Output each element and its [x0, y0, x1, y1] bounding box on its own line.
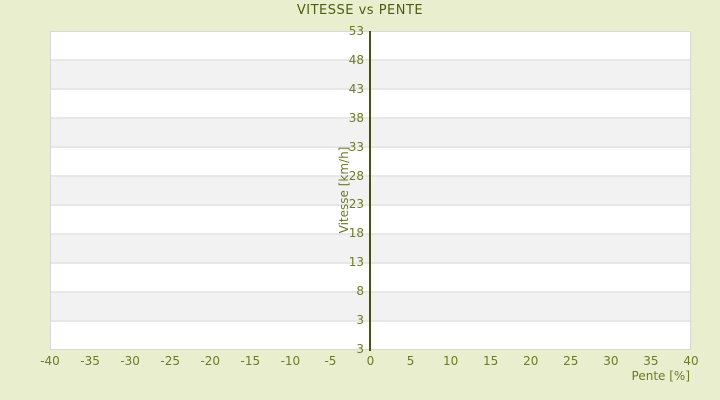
x-tick-label: -30	[120, 354, 140, 368]
x-tick-label: -35	[80, 354, 100, 368]
x-axis-title: Pente [%]	[631, 369, 690, 383]
chart-title: VITESSE vs PENTE	[296, 3, 424, 18]
x-tick-label: 15	[483, 354, 499, 368]
y-tick-label: 13	[348, 255, 364, 270]
x-tick-label: 25	[563, 354, 579, 368]
y-tick-label: 3	[356, 313, 364, 328]
y-tick-label: 53	[348, 24, 364, 38]
x-tick-label: 40	[683, 354, 699, 368]
y-tick-label: 33	[348, 139, 364, 154]
y-tick-label: 38	[348, 110, 364, 125]
zero-axis-line	[369, 31, 371, 351]
x-tick-label: -15	[240, 354, 261, 368]
x-tick-label: 20	[523, 354, 539, 368]
x-tick-label: 10	[442, 354, 459, 368]
x-tick-label: 30	[603, 354, 619, 368]
y-tick-label: 23	[348, 197, 364, 212]
y-tick-label: 28	[348, 168, 364, 183]
x-tick-label: 35	[643, 354, 659, 368]
x-tick-label: 5	[406, 354, 415, 368]
y-tick-label: 8	[356, 284, 364, 299]
y-tick-label: 3	[356, 342, 364, 356]
y-axis-title: Vitesse [km/h]	[337, 146, 351, 234]
y-tick-label: 18	[348, 226, 364, 241]
x-tick-label: -20	[200, 354, 221, 368]
x-tick-label: -25	[160, 354, 180, 368]
x-tick-label: 0	[366, 354, 375, 368]
x-tick-label: -40	[40, 354, 60, 368]
y-tick-label: 48	[348, 52, 364, 67]
x-tick-label: -5	[324, 354, 337, 368]
y-tick-label: 43	[348, 81, 364, 96]
x-tick-label: -10	[280, 354, 301, 368]
